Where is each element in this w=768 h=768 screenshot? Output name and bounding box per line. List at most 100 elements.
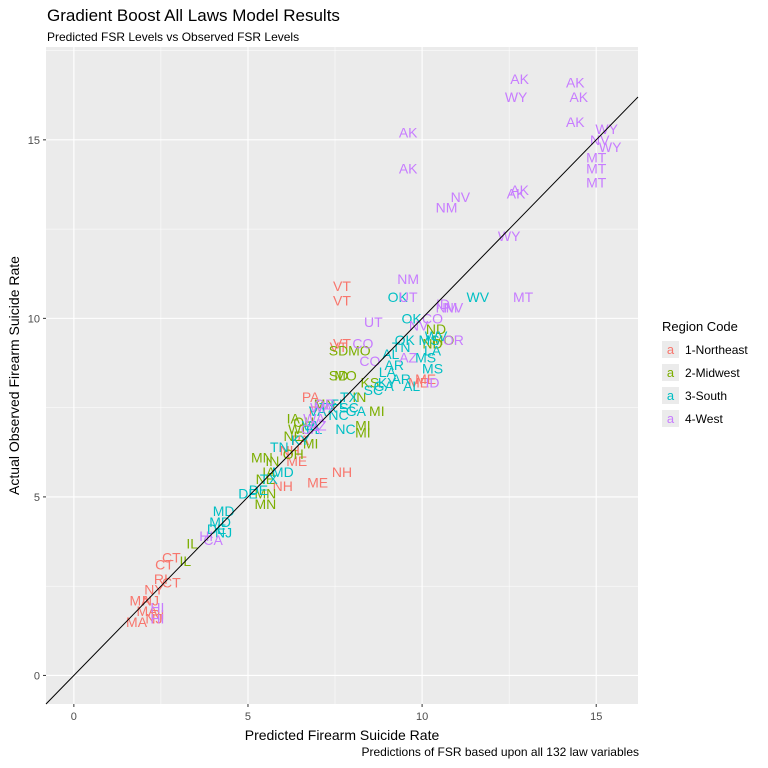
- data-point-label: MS: [422, 360, 443, 376]
- data-point-label: HI: [150, 600, 164, 616]
- data-point-label: MI: [355, 417, 371, 433]
- data-point-label: NM: [397, 271, 419, 287]
- legend-title: Region Code: [662, 319, 738, 334]
- data-point-label: LA: [379, 364, 397, 380]
- data-point-label: MA: [126, 614, 148, 630]
- data-point-label: AK: [510, 71, 529, 87]
- data-point-label: OH: [293, 414, 314, 430]
- data-point-label: MS: [415, 350, 436, 366]
- data-point-label: CO: [359, 353, 380, 369]
- data-point-label: MI: [303, 435, 319, 451]
- chart-caption: Predictions of FSR based upon all 132 la…: [361, 745, 640, 759]
- data-point-label: MA: [130, 592, 152, 608]
- data-point-label: NC: [328, 407, 348, 423]
- data-point-label: PA: [291, 432, 309, 448]
- data-point-label: HI: [199, 528, 213, 544]
- plot-panel: [46, 47, 638, 704]
- data-point-label: AK: [510, 182, 529, 198]
- data-point-label: NJ: [142, 592, 159, 608]
- data-point-label: MD: [272, 464, 294, 480]
- data-point-label: NJ: [215, 525, 232, 541]
- data-point-label: MO: [432, 332, 455, 348]
- data-point-label: MT: [586, 175, 607, 191]
- data-point-label: AK: [569, 89, 588, 105]
- x-tick-label: 15: [590, 711, 602, 723]
- data-point-label: NM: [436, 200, 458, 216]
- legend-item-south: a 3-South: [662, 384, 748, 407]
- legend-label-northeast: 1-Northeast: [685, 342, 748, 357]
- data-point-label: CT: [162, 575, 181, 591]
- data-point-label: ID: [426, 375, 440, 391]
- data-point-label: KY: [291, 432, 310, 448]
- data-point-label: HI: [150, 610, 164, 626]
- data-point-label: TN: [392, 339, 411, 355]
- data-point-label: MA: [136, 603, 158, 619]
- data-point-label: MO: [348, 343, 371, 359]
- data-point-label: AR: [391, 371, 410, 387]
- data-point-label: NM: [436, 300, 458, 316]
- data-point-label: TX: [319, 400, 338, 416]
- data-point-label: AL: [403, 378, 420, 394]
- data-point-label: GA: [346, 403, 367, 419]
- data-point-label: MT: [513, 289, 534, 305]
- data-point-label: AZ: [399, 350, 417, 366]
- data-point-label: VT: [333, 278, 351, 294]
- legend-label-south: 3-South: [685, 388, 728, 403]
- y-tick-label: 0: [34, 670, 40, 682]
- data-point-label: MI: [355, 425, 371, 441]
- data-point-label: WA: [310, 400, 333, 416]
- data-point-label: SC: [364, 382, 383, 398]
- data-point-label: DE: [249, 482, 268, 498]
- legend-key-glyph: a: [666, 342, 675, 357]
- legend-label-midwest: 2-Midwest: [685, 365, 740, 380]
- data-point-label: IN: [265, 453, 279, 469]
- data-point-label: DE: [238, 485, 257, 501]
- data-point-label: IA: [262, 464, 276, 480]
- legend: Region Code a 1-Northeast a 2-Midwest a …: [662, 319, 748, 430]
- data-point-label: MT: [586, 150, 607, 166]
- data-point-label: CT: [162, 550, 181, 566]
- data-point-label: CO: [352, 335, 373, 351]
- data-point-label: CA: [301, 421, 321, 437]
- data-point-label: MT: [586, 160, 607, 176]
- x-tick-label: 0: [71, 711, 77, 723]
- data-point-label: OR: [314, 396, 335, 412]
- legend-item-midwest: a 2-Midwest: [662, 361, 748, 384]
- data-point-label: ME: [408, 375, 429, 391]
- data-point-label: WI: [288, 421, 305, 437]
- data-point-label: AK: [399, 125, 418, 141]
- data-point-label: RI: [150, 607, 164, 623]
- data-point-label: MN: [251, 450, 273, 466]
- data-point-label: NH: [280, 442, 300, 458]
- data-point-label: CT: [155, 557, 174, 573]
- data-point-label: OK: [395, 332, 416, 348]
- data-point-label: MN: [254, 485, 276, 501]
- data-point-label: PA: [309, 403, 327, 419]
- y-tick-label: 15: [28, 135, 40, 147]
- data-point-label: NC: [335, 421, 355, 437]
- data-point-label: IN: [352, 389, 366, 405]
- data-point-label: VA: [309, 403, 327, 419]
- data-point-label: OH: [283, 446, 304, 462]
- x-axis-title: Predicted Firearm Suicide Rate: [245, 727, 440, 743]
- data-point-label: MO: [334, 368, 357, 384]
- data-point-label: SD: [329, 343, 348, 359]
- reference-line: [45, 96, 639, 705]
- data-point-label: IA: [287, 410, 301, 426]
- data-point-label: NV: [451, 189, 471, 205]
- legend-key-midwest: a: [662, 364, 679, 381]
- data-point-label: NJ: [145, 610, 162, 626]
- data-point-label: VT: [333, 293, 351, 309]
- data-point-label: MN: [254, 496, 276, 512]
- x-tick-label: 5: [245, 711, 251, 723]
- data-point-label: UT: [364, 314, 383, 330]
- data-point-label: WY: [498, 228, 521, 244]
- data-point-label: WY: [505, 89, 528, 105]
- y-tick-label: 5: [34, 492, 40, 504]
- data-point-label: WV: [467, 289, 490, 305]
- data-point-label: SC: [339, 400, 358, 416]
- data-point-label: MI: [369, 403, 385, 419]
- data-point-label: AK: [507, 185, 526, 201]
- legend-key-glyph: a: [666, 365, 675, 380]
